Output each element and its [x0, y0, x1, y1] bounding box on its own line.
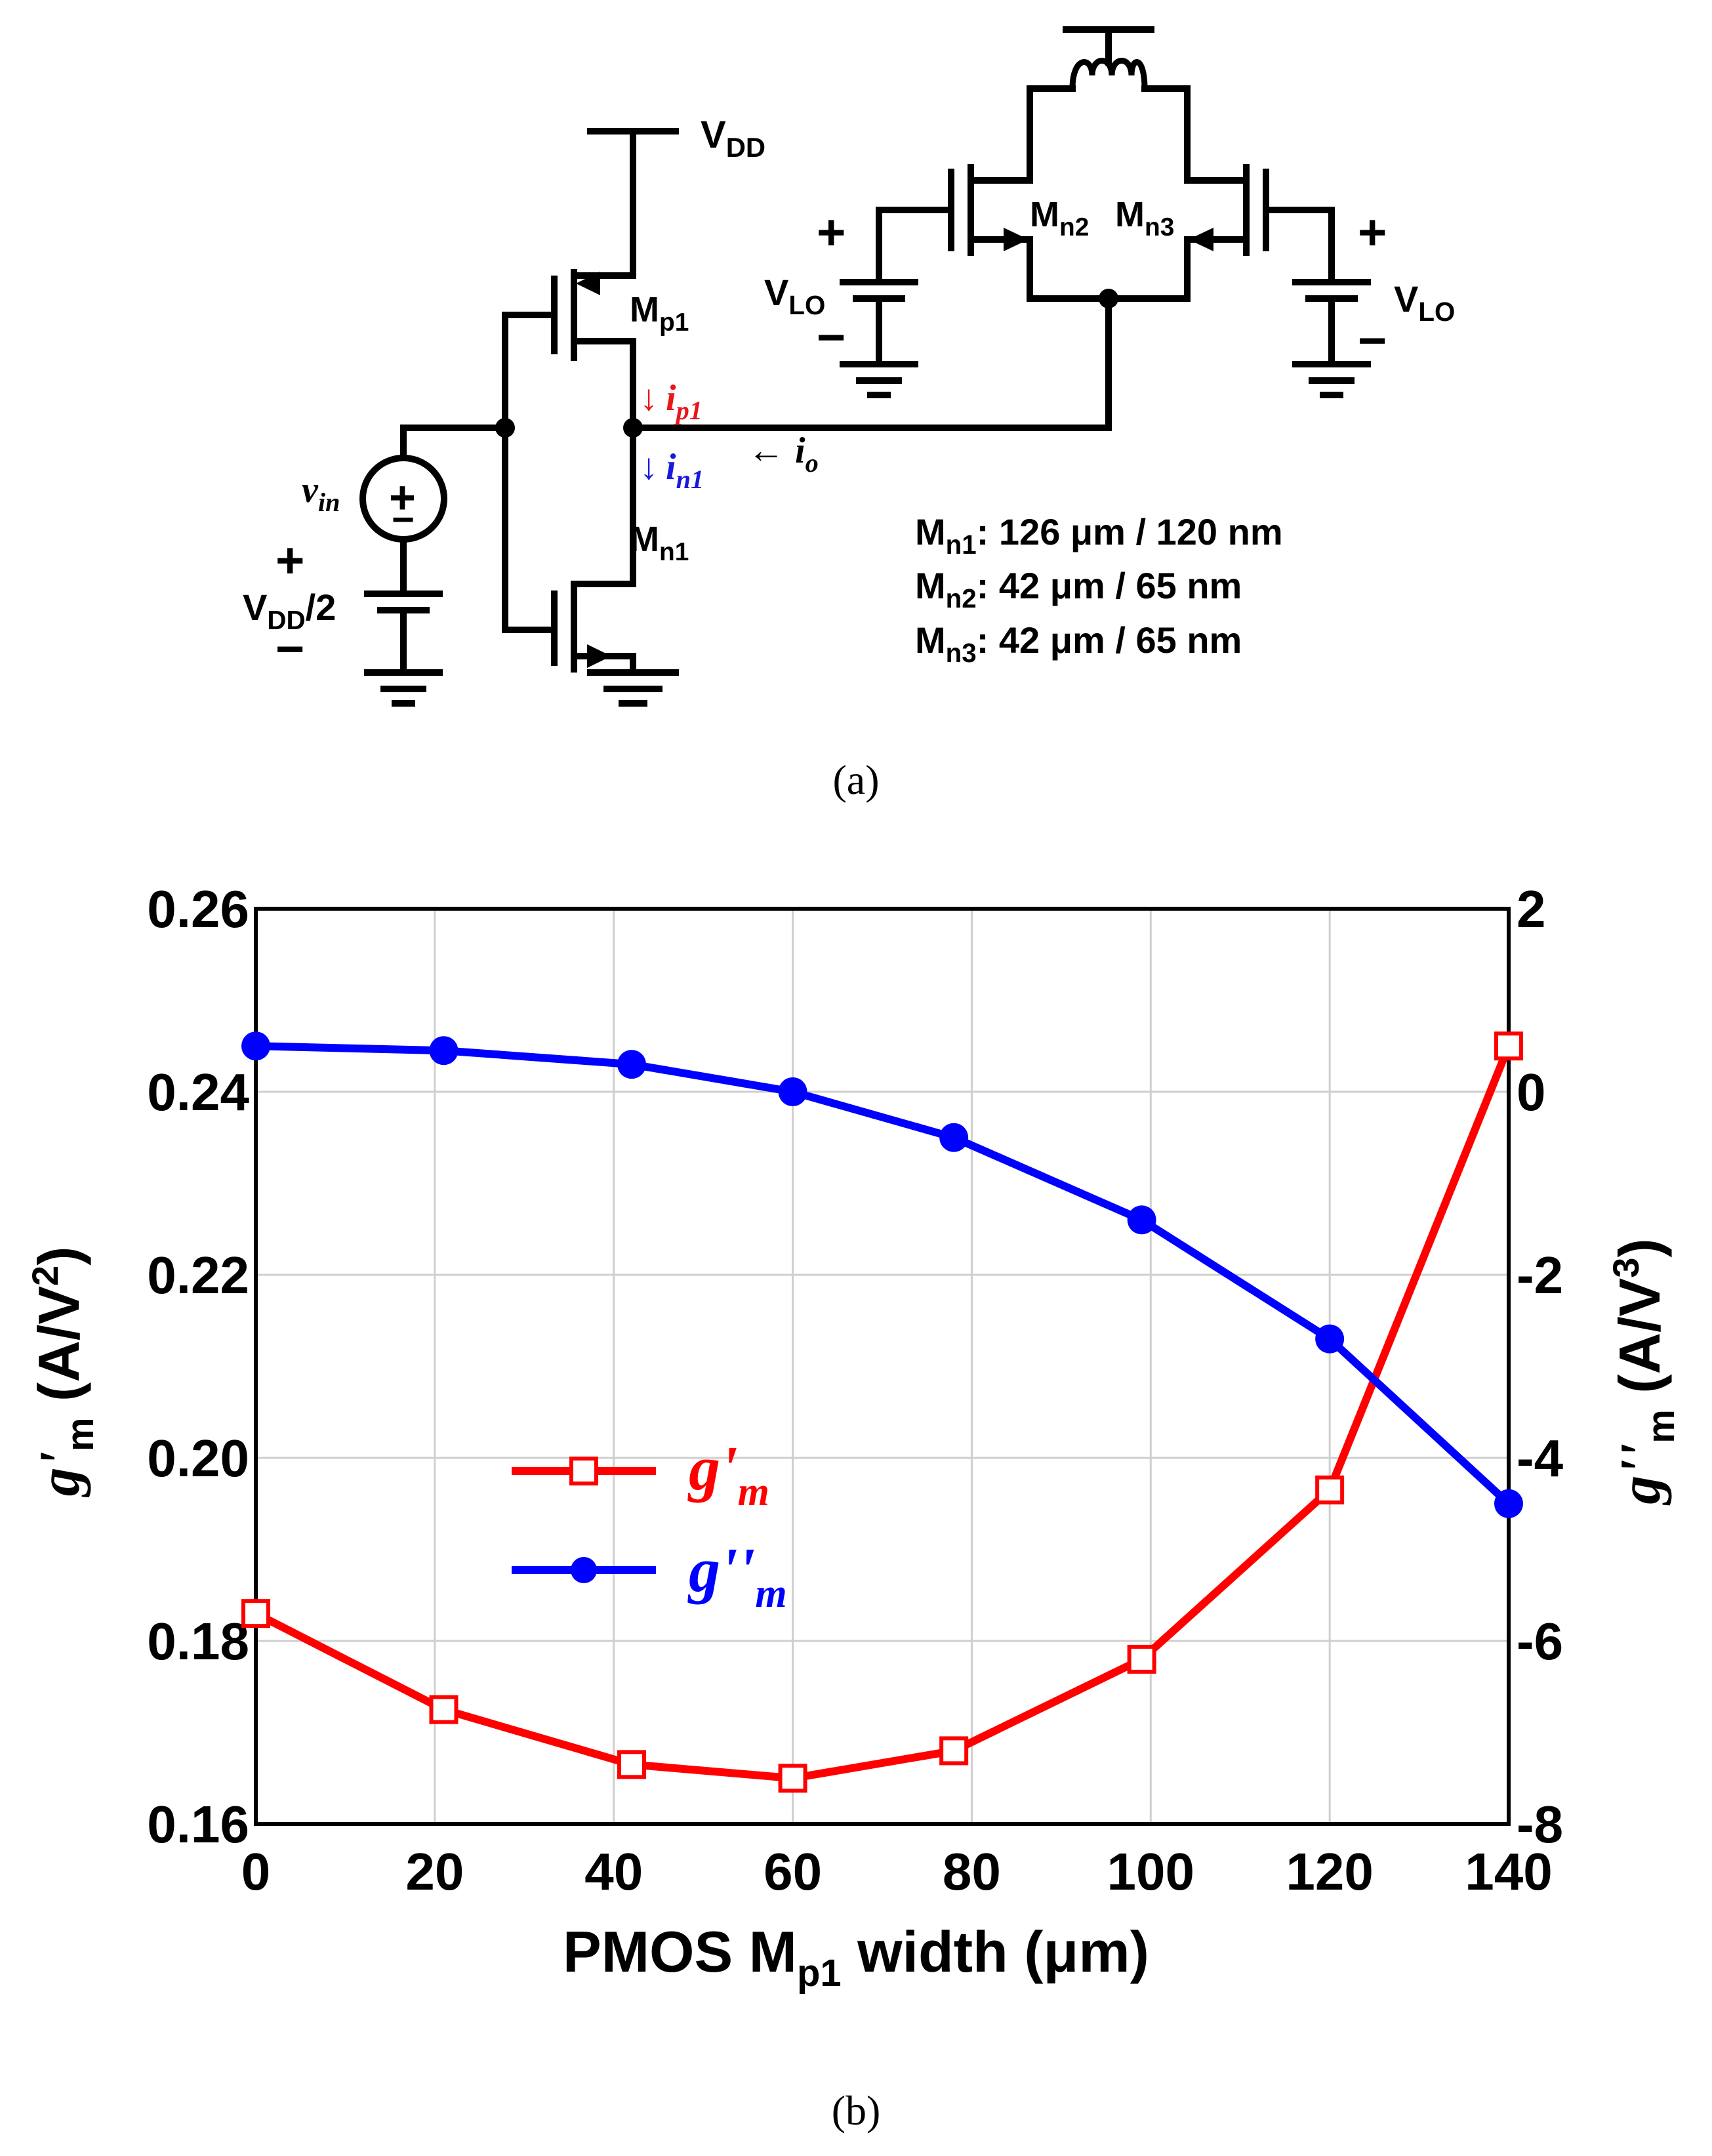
data-point-gm2 — [241, 1031, 270, 1061]
x-tick-label: 40 — [584, 1842, 643, 1901]
vdd-label: VDD — [701, 114, 765, 163]
legend-label-gm2: g''m — [687, 1535, 787, 1616]
mp1-label: Mp1 — [630, 290, 689, 337]
series-line-gm2 — [255, 1042, 1512, 1507]
ip1-label: ↓ ip1 — [640, 378, 703, 425]
y-tick-label-right: 0 — [1517, 1063, 1546, 1121]
x-tick-label: 0 — [241, 1842, 271, 1901]
vin-plus: + — [389, 472, 416, 523]
vlo-right-minus: − — [1358, 313, 1387, 369]
y-tick-label-right: 2 — [1517, 880, 1546, 938]
y-ticks-right: -8 -6 -4 -2 0 2 — [1517, 880, 1564, 1854]
vin-label: vin — [302, 470, 340, 517]
mn3-label: Mn3 — [1115, 195, 1174, 241]
y-tick-label-left: 0.16 — [147, 1795, 249, 1854]
data-point-gm1 — [241, 1599, 270, 1628]
mn1-label: Mn1 — [630, 520, 689, 566]
size-mn3: Mn3: 42 μm / 65 nm — [915, 619, 1242, 668]
x-tick-label: 60 — [764, 1842, 822, 1901]
vin-minus: − — [392, 497, 415, 541]
data-point-gm1 — [617, 1750, 646, 1779]
y-tick-label-left: 0.22 — [147, 1246, 249, 1304]
data-point-gm2 — [1315, 1324, 1345, 1354]
y-ticks-left: 0.16 0.18 0.20 0.22 0.24 0.26 — [147, 880, 249, 1854]
data-point-gm2 — [1494, 1489, 1523, 1518]
y-tick-label-right: -8 — [1517, 1795, 1563, 1854]
series-layer — [241, 1031, 1523, 1793]
data-point-gm1 — [1315, 1475, 1345, 1504]
legend: g'm g''m — [512, 1433, 787, 1616]
vlo-right-label: VLO — [1394, 278, 1455, 327]
caption-a: (a) — [832, 757, 879, 803]
legend-label-gm1: g'm — [687, 1433, 769, 1514]
y-axis-title-right: g''m (A/V3) — [1605, 1238, 1682, 1505]
x-ticks: 0 20 40 60 80 100 120 140 — [241, 1842, 1553, 1901]
data-point-gm1 — [778, 1764, 807, 1793]
plot-frame — [254, 907, 1511, 1826]
mn2-label: Mn2 — [1030, 195, 1089, 241]
y-tick-label-left: 0.26 — [147, 880, 249, 938]
data-point-gm1 — [1494, 1031, 1523, 1061]
data-point-gm1 — [939, 1736, 969, 1766]
data-point-gm1 — [429, 1695, 459, 1724]
vlo-left-plus: + — [817, 205, 846, 260]
size-mn1: Mn1: 126 μm / 120 nm — [915, 511, 1283, 560]
in1-label: ↓ in1 — [640, 447, 704, 494]
y-tick-label-right: -6 — [1517, 1612, 1563, 1670]
chart: 0 20 40 60 80 100 120 140 0.160.180.200.220.240… — [24, 880, 1682, 1995]
x-tick-label: 120 — [1286, 1842, 1373, 1901]
circuit-schematic — [359, 26, 1371, 707]
x-axis-title: PMOS Mp1 width (μm) — [563, 1919, 1149, 1995]
y-axis-title-left: g'm (A/V2) — [24, 1247, 102, 1498]
data-point-gm2 — [939, 1123, 969, 1152]
data-point-gm1 — [1127, 1644, 1156, 1674]
io-label: ← io — [748, 430, 819, 478]
caption-b: (b) — [832, 2087, 881, 2134]
y-tick-label-right: -2 — [1517, 1246, 1563, 1304]
vlo-left-label: VLO — [764, 272, 825, 320]
x-tick-label: 100 — [1107, 1842, 1194, 1901]
y-tick-label-left: 0.18 — [147, 1612, 249, 1670]
y-tick-label-left: 0.20 — [147, 1429, 249, 1487]
legend-marker-gm1 — [569, 1457, 598, 1485]
size-mn2: Mn2: 42 μm / 65 nm — [915, 565, 1242, 613]
vbias-plus: + — [275, 533, 304, 589]
vbias-label: VDD/2 — [243, 587, 336, 635]
x-tick-label: 20 — [405, 1842, 464, 1901]
vlo-left-minus: − — [817, 310, 846, 365]
vlo-right-plus: + — [1358, 205, 1387, 260]
y-tick-label-right: -4 — [1517, 1429, 1564, 1487]
data-point-gm2 — [778, 1077, 807, 1106]
data-point-gm2 — [1127, 1205, 1156, 1235]
data-point-gm2 — [429, 1036, 459, 1066]
x-tick-label: 80 — [943, 1842, 1001, 1901]
x-tick-label: 140 — [1465, 1842, 1552, 1901]
vbias-minus: − — [275, 621, 304, 677]
legend-marker-gm2 — [571, 1557, 597, 1583]
y-tick-label-left: 0.24 — [147, 1063, 249, 1121]
series-line-gm1 — [254, 1045, 1513, 1783]
data-point-gm2 — [617, 1050, 646, 1079]
